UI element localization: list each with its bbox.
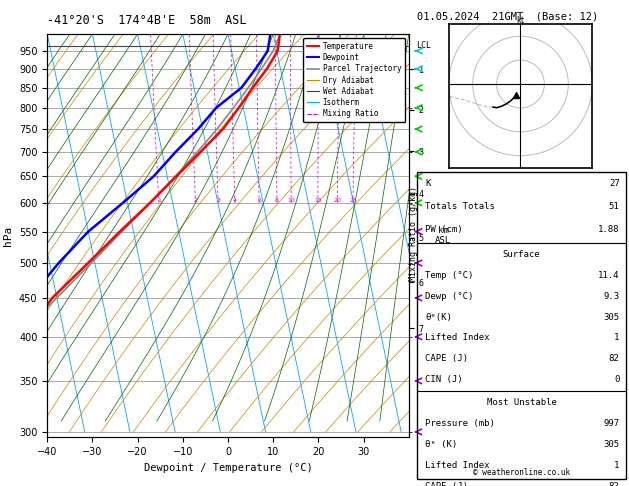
Text: 2: 2 [194, 198, 198, 203]
Text: CAPE (J): CAPE (J) [425, 482, 469, 486]
Text: Most Unstable: Most Unstable [486, 398, 557, 407]
Legend: Temperature, Dewpoint, Parcel Trajectory, Dry Adiabat, Wet Adiabat, Isotherm, Mi: Temperature, Dewpoint, Parcel Trajectory… [303, 38, 405, 122]
Text: 305: 305 [603, 312, 620, 322]
Text: 997: 997 [603, 419, 620, 428]
Text: 01.05.2024  21GMT  (Base: 12): 01.05.2024 21GMT (Base: 12) [417, 11, 599, 21]
Text: 20: 20 [333, 198, 342, 203]
Text: PW (cm): PW (cm) [425, 226, 463, 234]
Text: LCL: LCL [416, 41, 431, 50]
Text: Mixing Ratio (g/kg): Mixing Ratio (g/kg) [409, 186, 418, 281]
Text: 27: 27 [609, 179, 620, 188]
Text: 3: 3 [216, 198, 220, 203]
Text: θᵉ (K): θᵉ (K) [425, 440, 458, 449]
Text: 6: 6 [257, 198, 261, 203]
Text: © weatheronline.co.uk: © weatheronline.co.uk [473, 468, 570, 477]
Text: Lifted Index: Lifted Index [425, 333, 490, 343]
Text: -41°20'S  174°4B'E  58m  ASL: -41°20'S 174°4B'E 58m ASL [47, 14, 247, 27]
Text: Lifted Index: Lifted Index [425, 461, 490, 470]
Text: 1: 1 [157, 198, 161, 203]
Text: 1: 1 [614, 461, 620, 470]
Text: 10: 10 [287, 198, 295, 203]
Text: 25: 25 [349, 198, 357, 203]
Text: Dewp (°C): Dewp (°C) [425, 292, 474, 301]
Text: Surface: Surface [503, 250, 540, 259]
Text: 9.3: 9.3 [603, 292, 620, 301]
Text: 8: 8 [275, 198, 279, 203]
X-axis label: kt: kt [516, 16, 525, 25]
Text: 305: 305 [603, 440, 620, 449]
Y-axis label: km
ASL: km ASL [435, 226, 451, 245]
Text: Pressure (mb): Pressure (mb) [425, 419, 495, 428]
Text: 1.88: 1.88 [598, 226, 620, 234]
Text: 11.4: 11.4 [598, 271, 620, 280]
Text: 82: 82 [609, 482, 620, 486]
Text: θᵉ(K): θᵉ(K) [425, 312, 452, 322]
Text: CIN (J): CIN (J) [425, 375, 463, 384]
Text: Totals Totals: Totals Totals [425, 202, 495, 211]
Text: 82: 82 [609, 354, 620, 364]
Text: 1: 1 [614, 333, 620, 343]
Text: K: K [425, 179, 431, 188]
Text: 4: 4 [233, 198, 237, 203]
Text: 15: 15 [314, 198, 322, 203]
Text: CAPE (J): CAPE (J) [425, 354, 469, 364]
Y-axis label: hPa: hPa [3, 226, 13, 246]
X-axis label: Dewpoint / Temperature (°C): Dewpoint / Temperature (°C) [143, 463, 313, 473]
Text: 0: 0 [614, 375, 620, 384]
Text: 51: 51 [609, 202, 620, 211]
Text: Temp (°C): Temp (°C) [425, 271, 474, 280]
